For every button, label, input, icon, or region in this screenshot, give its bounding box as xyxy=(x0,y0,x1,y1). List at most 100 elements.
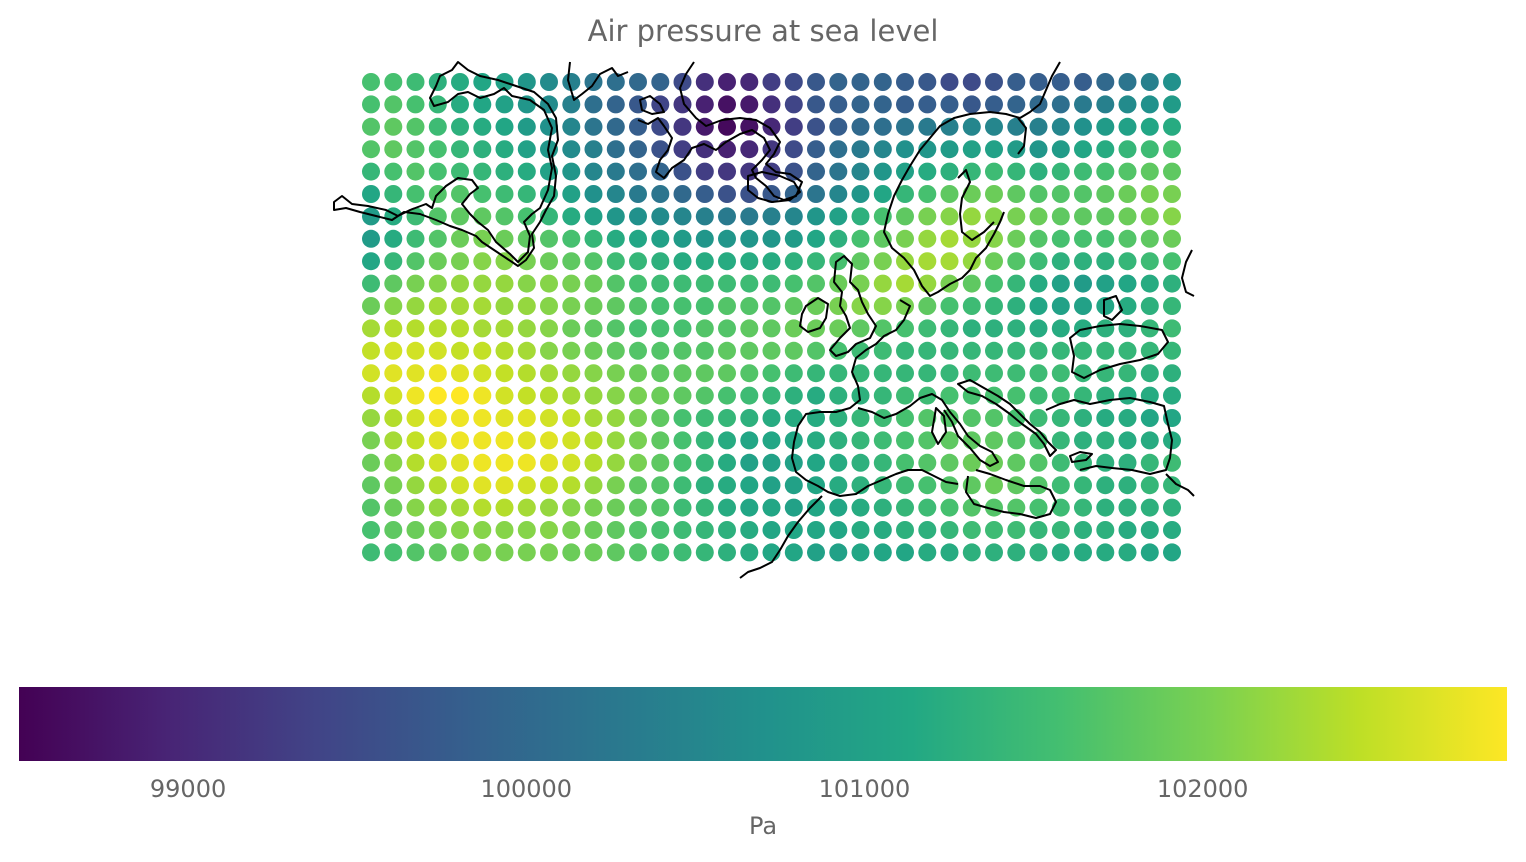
pressure-dot xyxy=(1007,229,1026,248)
pressure-dot xyxy=(918,73,937,91)
pressure-dot xyxy=(1140,229,1159,248)
pressure-dot xyxy=(517,521,536,539)
pressure-dot xyxy=(718,341,736,360)
pressure-dot xyxy=(1051,274,1070,293)
pressure-dot xyxy=(1007,476,1026,495)
coastline-caspian xyxy=(1165,249,1195,497)
pressure-dot xyxy=(1007,543,1026,562)
pressure-dot xyxy=(406,274,425,293)
pressure-dot xyxy=(940,364,959,383)
pressure-dot xyxy=(362,297,380,315)
pressure-dot xyxy=(1029,364,1048,383)
pressure-dot xyxy=(807,229,825,248)
pressure-dot xyxy=(451,476,469,495)
pressure-dot xyxy=(517,409,536,427)
pressure-dot xyxy=(629,453,647,472)
pressure-dot xyxy=(718,140,736,159)
pressure-dot xyxy=(1163,252,1181,271)
pressure-dot xyxy=(829,431,848,450)
pressure-dot xyxy=(896,117,914,136)
pressure-dot xyxy=(873,364,892,383)
pressure-dot xyxy=(584,229,603,248)
pressure-dot xyxy=(606,117,625,136)
pressure-dot xyxy=(451,341,469,360)
pressure-dot xyxy=(896,185,914,203)
pressure-dot xyxy=(629,274,647,293)
pressure-dot xyxy=(495,274,514,293)
pressure-dot xyxy=(428,409,447,427)
pressure-dot xyxy=(406,140,425,159)
pressure-dot xyxy=(740,543,759,562)
pressure-dot xyxy=(695,252,714,271)
pressure-dot xyxy=(428,229,447,248)
pressure-dot xyxy=(873,229,892,248)
pressure-dot xyxy=(362,185,380,203)
pressure-dot xyxy=(918,95,937,114)
pressure-dot xyxy=(896,274,914,293)
pressure-dot xyxy=(807,453,825,472)
pressure-dot xyxy=(1051,297,1070,315)
pressure-dot xyxy=(606,409,625,427)
pressure-dot xyxy=(1096,140,1115,159)
coastline-north-africa xyxy=(739,469,1057,579)
pressure-dot xyxy=(740,73,759,91)
pressure-dot xyxy=(851,73,870,91)
pressure-dot xyxy=(1096,207,1115,226)
pressure-dot xyxy=(1118,521,1137,539)
pressure-dot xyxy=(428,207,447,226)
pressure-dot xyxy=(985,140,1003,159)
pressure-dot xyxy=(762,274,781,293)
pressure-dot xyxy=(1051,409,1070,427)
pressure-dot xyxy=(695,162,714,181)
pressure-dot xyxy=(896,73,914,91)
pressure-dot xyxy=(629,521,647,539)
pressure-dot xyxy=(1029,140,1048,159)
pressure-dot xyxy=(829,274,848,293)
pressure-dot xyxy=(451,431,469,450)
pressure-dot xyxy=(695,229,714,248)
pressure-dot xyxy=(695,319,714,338)
pressure-dot xyxy=(896,521,914,539)
pressure-dot xyxy=(673,207,692,226)
pressure-dot xyxy=(1096,431,1115,450)
pressure-dot xyxy=(1074,73,1092,91)
pressure-dot xyxy=(740,185,759,203)
pressure-dot xyxy=(1074,95,1092,114)
pressure-dot xyxy=(629,185,647,203)
pressure-dot xyxy=(695,274,714,293)
pressure-dot xyxy=(406,521,425,539)
pressure-dot xyxy=(473,95,492,114)
pressure-dot xyxy=(451,73,469,91)
pressure-dot xyxy=(629,476,647,495)
pressure-dot xyxy=(784,73,803,91)
pressure-dot xyxy=(1007,341,1026,360)
pressure-dot xyxy=(1007,297,1026,315)
pressure-dot xyxy=(1074,162,1092,181)
pressure-dot xyxy=(1007,453,1026,472)
coastlines xyxy=(333,61,1195,579)
pressure-dot xyxy=(384,521,403,539)
pressure-dot xyxy=(495,229,514,248)
pressure-dot xyxy=(1140,498,1159,517)
pressure-dot xyxy=(584,453,603,472)
pressure-dot xyxy=(1074,364,1092,383)
pressure-dot xyxy=(673,386,692,405)
pressure-dot xyxy=(896,364,914,383)
pressure-map xyxy=(333,61,1195,579)
pressure-dot xyxy=(896,409,914,427)
pressure-dot xyxy=(362,453,380,472)
pressure-dot xyxy=(1163,521,1181,539)
pressure-dot xyxy=(1096,453,1115,472)
pressure-dot xyxy=(1163,73,1181,91)
pressure-dot xyxy=(473,386,492,405)
pressure-dot xyxy=(851,386,870,405)
pressure-dot xyxy=(495,386,514,405)
pressure-dot xyxy=(762,319,781,338)
pressure-dot xyxy=(807,543,825,562)
pressure-dot xyxy=(985,431,1003,450)
pressure-dot xyxy=(918,543,937,562)
pressure-dot xyxy=(584,319,603,338)
pressure-dot xyxy=(1163,341,1181,360)
pressure-dot xyxy=(473,543,492,562)
pressure-dot xyxy=(1007,386,1026,405)
